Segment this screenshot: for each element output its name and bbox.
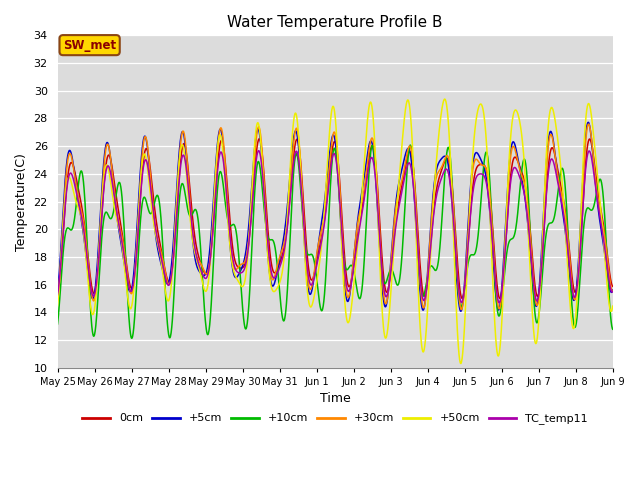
+50cm bbox=[54, 303, 61, 309]
0cm bbox=[433, 185, 440, 191]
TC_temp11 bbox=[433, 192, 440, 197]
+50cm bbox=[441, 96, 449, 102]
0cm bbox=[86, 265, 93, 271]
+50cm bbox=[457, 360, 465, 366]
Line: +50cm: +50cm bbox=[58, 99, 612, 363]
+30cm bbox=[86, 272, 93, 277]
+30cm bbox=[585, 121, 593, 127]
+10cm bbox=[86, 285, 93, 291]
TC_temp11 bbox=[86, 274, 93, 279]
+30cm bbox=[280, 240, 288, 246]
0cm bbox=[609, 283, 616, 289]
+10cm bbox=[433, 265, 441, 271]
+30cm bbox=[609, 288, 616, 294]
X-axis label: Time: Time bbox=[320, 393, 351, 406]
+10cm bbox=[406, 142, 414, 148]
+5cm bbox=[280, 233, 288, 239]
+50cm bbox=[261, 213, 269, 219]
0cm bbox=[496, 296, 504, 301]
+50cm bbox=[609, 303, 616, 309]
+30cm bbox=[283, 223, 291, 228]
Title: Water Temperature Profile B: Water Temperature Profile B bbox=[227, 15, 443, 30]
Y-axis label: Temperature(C): Temperature(C) bbox=[15, 153, 28, 251]
+5cm bbox=[584, 120, 592, 125]
+10cm bbox=[609, 326, 616, 332]
TC_temp11 bbox=[54, 292, 61, 298]
0cm bbox=[255, 136, 263, 142]
0cm bbox=[54, 291, 61, 297]
TC_temp11 bbox=[262, 210, 269, 216]
+30cm bbox=[54, 298, 61, 303]
0cm bbox=[284, 224, 291, 230]
Line: +5cm: +5cm bbox=[58, 122, 612, 311]
+10cm bbox=[128, 336, 136, 341]
TC_temp11 bbox=[495, 300, 503, 306]
Legend: 0cm, +5cm, +10cm, +30cm, +50cm, TC_temp11: 0cm, +5cm, +10cm, +30cm, +50cm, TC_temp1… bbox=[78, 409, 593, 429]
TC_temp11 bbox=[280, 247, 288, 252]
+5cm bbox=[433, 167, 440, 172]
+30cm bbox=[261, 200, 269, 205]
+10cm bbox=[173, 246, 180, 252]
TC_temp11 bbox=[172, 220, 180, 226]
Line: TC_temp11: TC_temp11 bbox=[58, 151, 612, 303]
+50cm bbox=[433, 157, 440, 163]
+10cm bbox=[284, 291, 291, 297]
+30cm bbox=[172, 212, 180, 217]
+5cm bbox=[283, 209, 291, 215]
+10cm bbox=[262, 219, 269, 225]
+30cm bbox=[458, 307, 465, 312]
+10cm bbox=[54, 321, 61, 327]
+30cm bbox=[433, 174, 440, 180]
Line: 0cm: 0cm bbox=[58, 139, 612, 299]
TC_temp11 bbox=[609, 289, 616, 295]
+5cm bbox=[261, 210, 269, 216]
+5cm bbox=[86, 281, 93, 287]
TC_temp11 bbox=[255, 148, 262, 154]
+5cm bbox=[172, 197, 180, 203]
Line: +10cm: +10cm bbox=[58, 145, 612, 338]
+5cm bbox=[609, 287, 616, 293]
TC_temp11 bbox=[284, 226, 291, 232]
+5cm bbox=[457, 308, 465, 314]
Text: SW_met: SW_met bbox=[63, 38, 116, 52]
0cm bbox=[280, 244, 288, 250]
+50cm bbox=[280, 256, 288, 262]
0cm bbox=[262, 193, 269, 199]
+10cm bbox=[280, 317, 288, 323]
+50cm bbox=[283, 221, 291, 227]
+5cm bbox=[54, 290, 61, 296]
+50cm bbox=[172, 208, 180, 214]
0cm bbox=[172, 221, 180, 227]
+50cm bbox=[86, 292, 93, 298]
Line: +30cm: +30cm bbox=[58, 124, 612, 310]
